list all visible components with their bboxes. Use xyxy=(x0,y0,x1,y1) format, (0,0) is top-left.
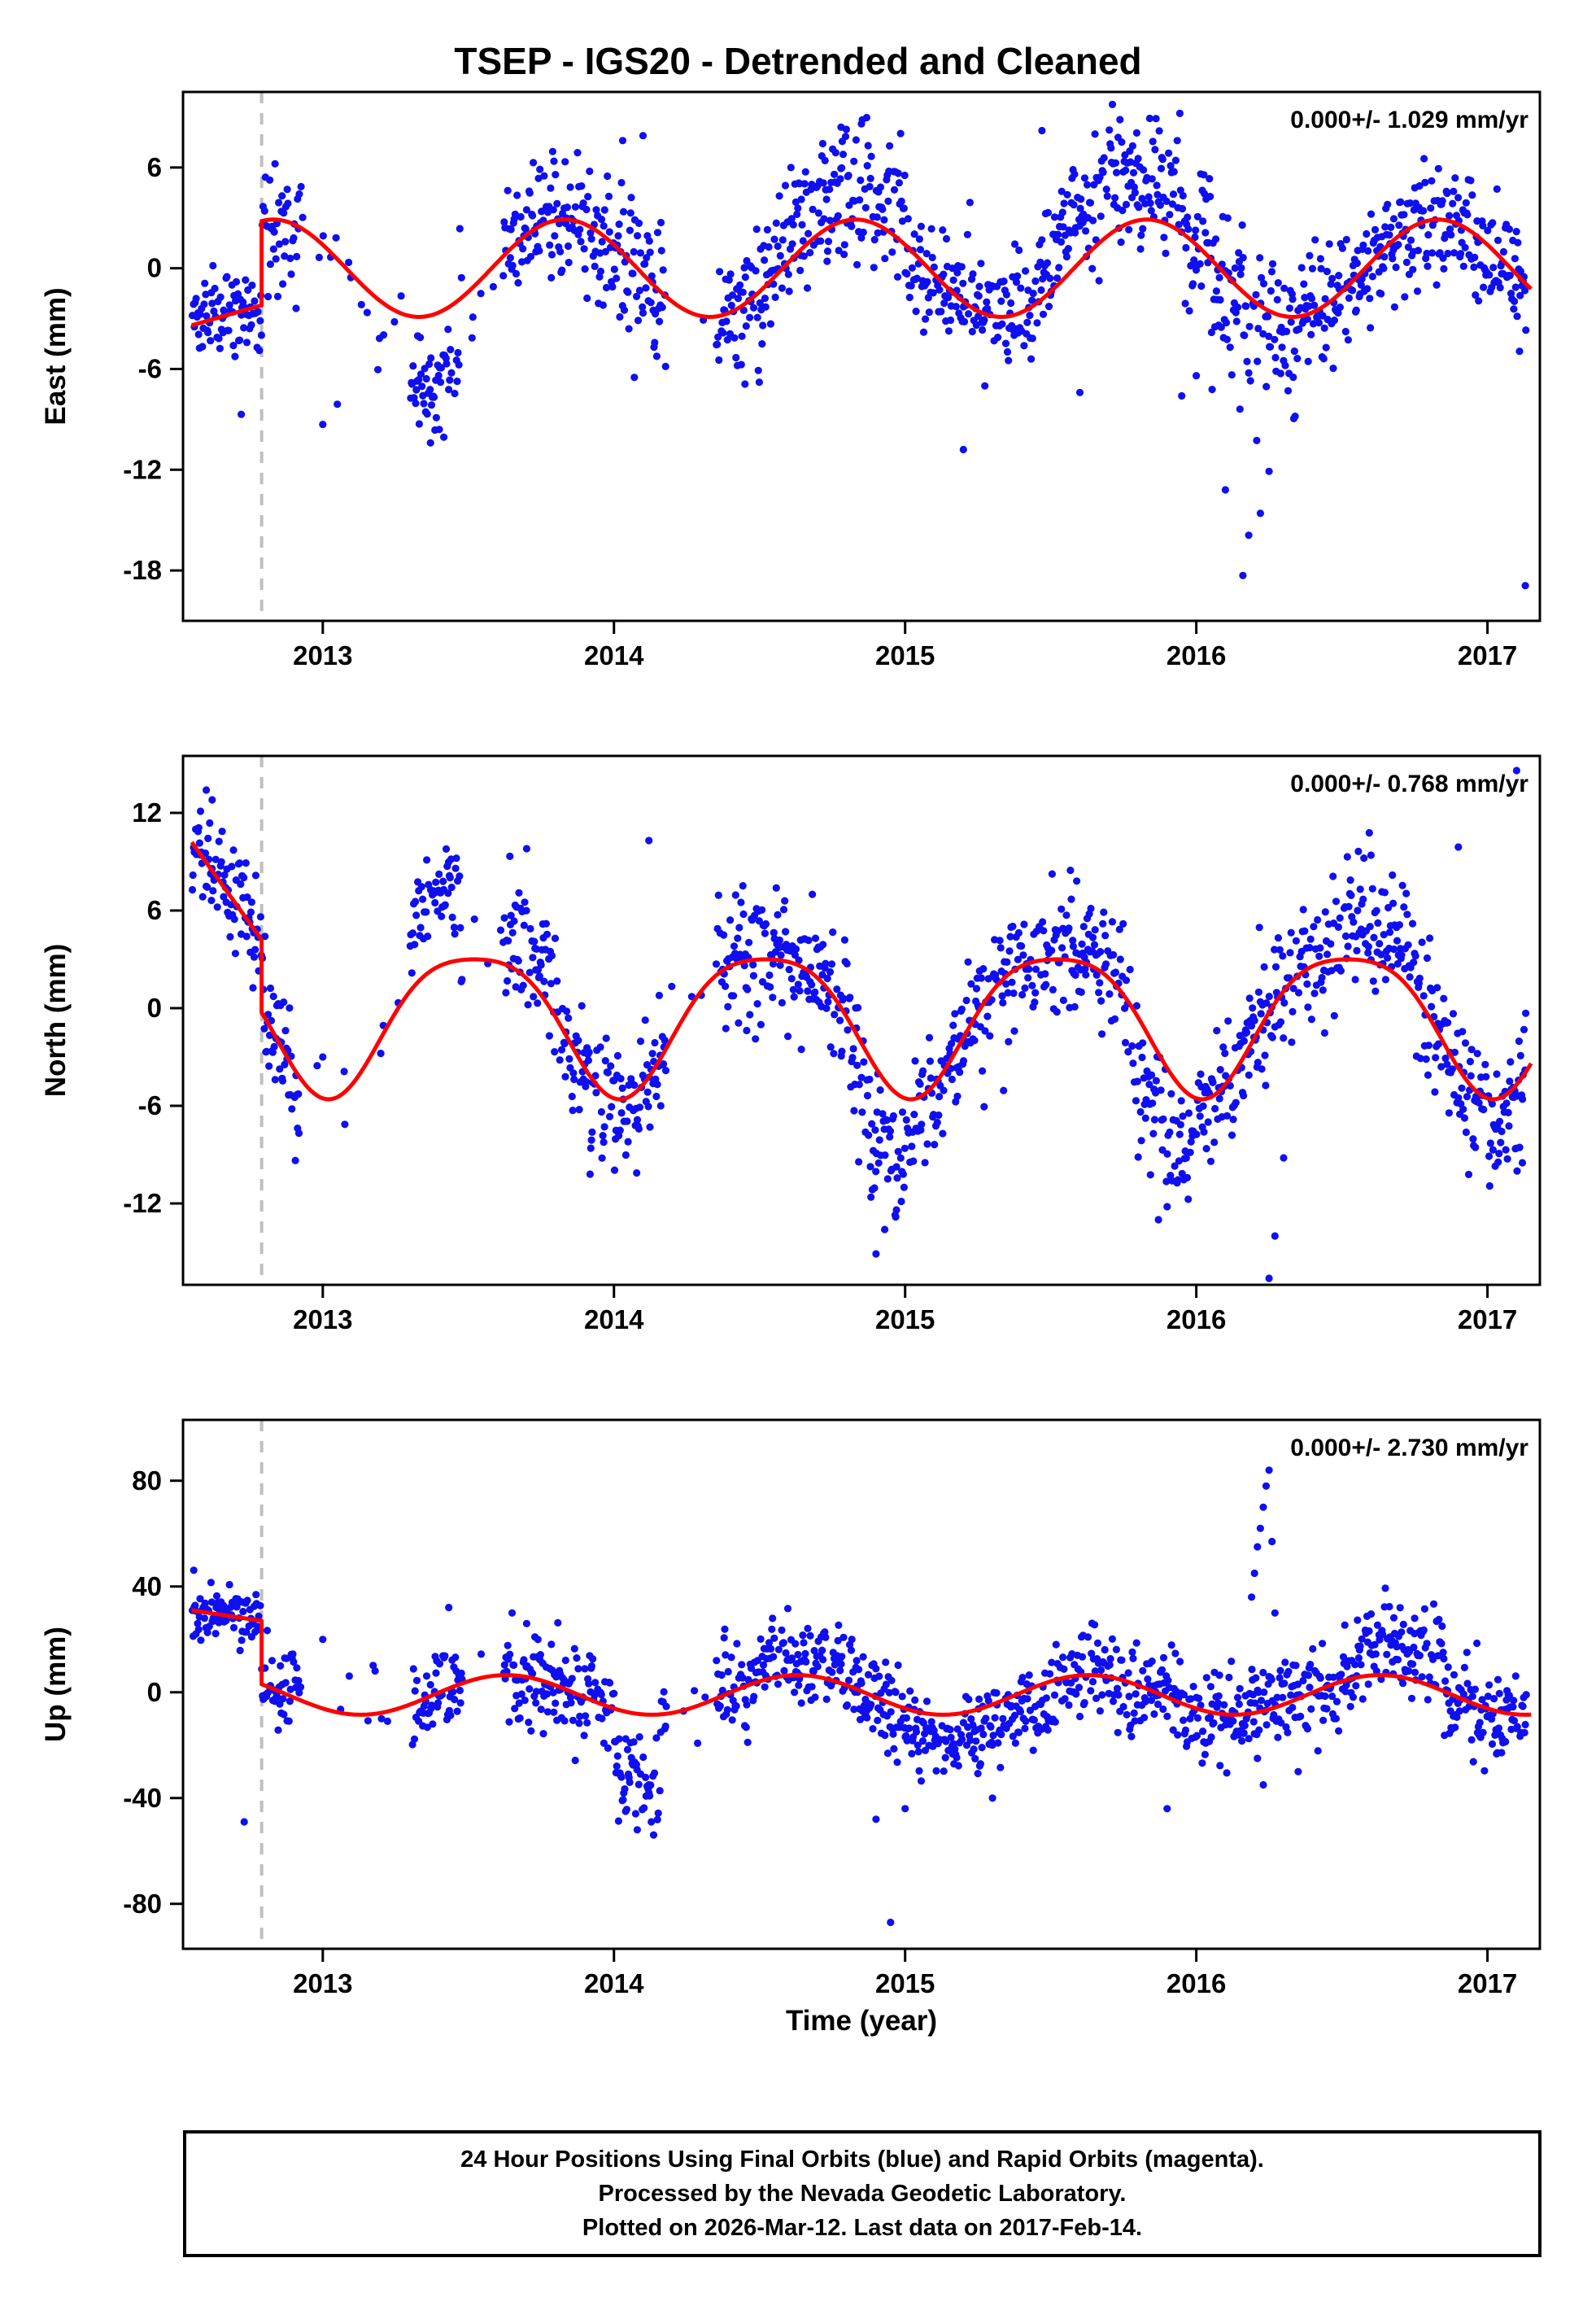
x-tick-label: 2015 xyxy=(875,640,935,670)
y-tick-label: 40 xyxy=(132,1571,162,1601)
up-panel: 2013 2014 2015 2016 2017 -80 -40 0 40 80 Up (mm) 0.… xyxy=(40,1418,1541,1998)
y-tick-label: 6 xyxy=(147,152,162,182)
x-tick-label: 2013 xyxy=(293,1968,352,1998)
x-tick-label: 2017 xyxy=(1458,1968,1517,1998)
y-tick-label: 0 xyxy=(147,993,162,1023)
y-axis-label: Up (mm) xyxy=(40,1627,72,1742)
east-panel: 2013 2014 2015 2016 2017 -18 -12 -6 0 6 East (mm) 0… xyxy=(40,90,1541,670)
x-tick-label: 2016 xyxy=(1166,640,1226,670)
charts-svg: 2013 2014 2015 2016 2017 -18 -12 -6 0 6 East (mm) 0… xyxy=(40,90,1541,2037)
model-curve xyxy=(191,217,1533,328)
model-curve xyxy=(191,1608,1532,1717)
y-tick-label: 80 xyxy=(132,1465,162,1496)
y-tick-label: -12 xyxy=(123,1188,162,1218)
plot-frame xyxy=(181,754,1541,1286)
y-tick-label: -6 xyxy=(138,1090,162,1120)
y-tick-label: -6 xyxy=(138,353,162,383)
y-tick-label: -18 xyxy=(123,555,162,585)
footer-line-1: 24 Hour Positions Using Final Orbits (bl… xyxy=(460,2147,1264,2173)
y-tick-label: -80 xyxy=(123,1889,162,1919)
scatter-points xyxy=(188,1466,1530,1927)
x-tick-label: 2016 xyxy=(1166,1968,1226,1998)
scatter-points xyxy=(188,766,1530,1282)
x-tick-label: 2014 xyxy=(584,1304,644,1334)
y-axis-label: North (mm) xyxy=(40,944,72,1098)
rate-annotation: 0.000+/- 0.768 mm/yr xyxy=(1290,771,1528,797)
plot-frame xyxy=(181,90,1541,622)
footer-line-2: Processed by the Nevada Geodetic Laborat… xyxy=(598,2181,1127,2207)
x-tick-label: 2013 xyxy=(293,640,352,670)
x-tick-label: 2016 xyxy=(1166,1304,1226,1334)
scatter-points xyxy=(188,100,1530,590)
x-tick-label: 2015 xyxy=(875,1304,935,1334)
y-tick-label: 6 xyxy=(147,895,162,925)
x-tick-label: 2017 xyxy=(1458,640,1517,670)
plot-frame xyxy=(181,1418,1541,1950)
x-tick-label: 2013 xyxy=(293,1304,352,1334)
model-curve xyxy=(190,841,1533,1102)
y-tick-label: -40 xyxy=(123,1783,162,1813)
rate-annotation: 0.000+/- 2.730 mm/yr xyxy=(1290,1435,1528,1461)
y-tick-label: 12 xyxy=(132,797,162,828)
y-tick-label: -12 xyxy=(123,454,162,484)
x-tick-label: 2015 xyxy=(875,1968,935,1998)
east-plot-area xyxy=(188,92,1533,621)
y-tick-label: 0 xyxy=(147,253,162,283)
north-plot-area xyxy=(188,756,1533,1285)
rate-annotation: 0.000+/- 1.029 mm/yr xyxy=(1290,107,1528,133)
y-tick-label: 0 xyxy=(147,1677,162,1707)
x-tick-label: 2014 xyxy=(584,640,644,670)
page-title: TSEP - IGS20 - Detrended and Cleaned xyxy=(454,40,1142,82)
footer-note: 24 Hour Positions Using Final Orbits (bl… xyxy=(183,2130,1541,2257)
north-panel: 2013 2014 2015 2016 2017 -12 -6 0 6 12 North (mm) 0… xyxy=(40,754,1541,1334)
up-plot-area xyxy=(188,1420,1532,1949)
y-axis-label: East (mm) xyxy=(40,287,72,425)
x-axis-label: Time (year) xyxy=(786,2005,937,2037)
footer-line-3: Plotted on 2026-Mar-12. Last data on 201… xyxy=(582,2215,1143,2241)
x-tick-label: 2017 xyxy=(1458,1304,1517,1334)
x-tick-label: 2014 xyxy=(584,1968,644,1998)
